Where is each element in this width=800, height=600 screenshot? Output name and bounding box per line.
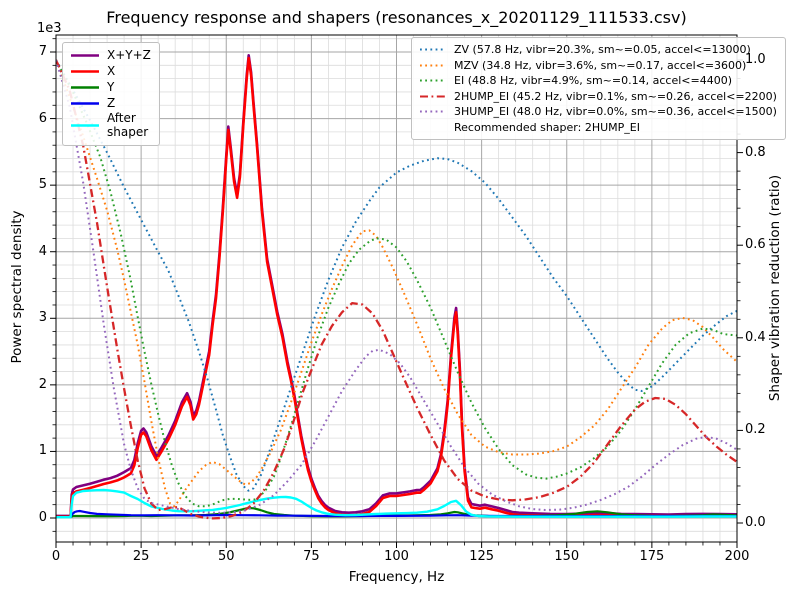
y-left-tick-label: 5: [38, 177, 47, 193]
x-tick-label: 25: [132, 549, 150, 564]
y-right-tick-label: 1.0: [745, 52, 766, 67]
y-left-tick-label: 0: [38, 510, 47, 525]
y-left-axis-label: Power spectral density: [9, 210, 25, 364]
legend-line-sample-solid: [71, 70, 99, 73]
psd-legend-item-2: Y: [70, 80, 151, 95]
shaper-legend-item-4: 3HUMP_EI (48.0 Hz, vibr=0.0%, sm~=0.36, …: [419, 104, 777, 120]
legend-line-sample-dotted: [420, 48, 446, 51]
series-x: [56, 56, 737, 518]
legend-line-sample-solid: [71, 54, 99, 57]
y-axis-scale-offset: 1e3: [37, 21, 62, 36]
series-mzv: [56, 59, 737, 508]
series-after-shaper: [56, 488, 737, 519]
x-tick-label: 125: [469, 549, 495, 564]
chart-title: Frequency response and shapers (resonanc…: [106, 8, 687, 27]
x-tick-label: 0: [51, 549, 61, 564]
shaper-legend-label: 3HUMP_EI (48.0 Hz, vibr=0.0%, sm~=0.36, …: [454, 105, 777, 119]
psd-legend-label: After shaper: [107, 111, 149, 139]
psd-legend-item-4: After shaper: [70, 111, 151, 140]
psd-legend-item-1: X: [70, 64, 151, 79]
shaper-legend-item-1: MZV (34.8 Hz, vibr=3.6%, sm~=0.17, accel…: [419, 58, 777, 74]
psd-legend-item-3: Z: [70, 96, 151, 111]
y-left-tick-label: 1: [38, 443, 47, 459]
legend-line-sample-dotted: [420, 110, 446, 113]
shaper-legend-item-0: ZV (57.8 Hz, vibr=20.3%, sm~=0.05, accel…: [419, 42, 777, 58]
series-2hump_ei: [56, 59, 737, 520]
shaper-legend: ZV (57.8 Hz, vibr=20.3%, sm~=0.05, accel…: [411, 37, 786, 140]
legend-line-sample-solid: [71, 86, 99, 89]
y-left-tick-label: 6: [38, 110, 47, 126]
shaper-legend-item-3: 2HUMP_EI (45.2 Hz, vibr=0.1%, sm~=0.26, …: [419, 89, 777, 105]
psd-legend-label: X+Y+Z: [107, 47, 151, 62]
psd-legend-label: Y: [107, 79, 115, 94]
legend-line-sample-solid: [71, 124, 99, 128]
legend-line-sample-dashdot: [420, 95, 446, 98]
y-left-tick-label: 3: [38, 310, 47, 326]
legend-line-sample-dotted: [420, 64, 446, 67]
shaper-legend-label: MZV (34.8 Hz, vibr=3.6%, sm~=0.17, accel…: [454, 58, 747, 72]
x-tick-label: 50: [217, 549, 235, 564]
psd-legend-label: X: [107, 63, 116, 78]
psd-legend: X+Y+Z X Y Z After shaper: [62, 42, 160, 146]
recommended-shaper-row: Recommended shaper: 2HUMP_EI: [419, 120, 777, 136]
x-axis-label: Frequency, Hz: [348, 569, 445, 585]
x-tick-label: 75: [303, 549, 320, 564]
shaper-legend-label: ZV (57.8 Hz, vibr=20.3%, sm~=0.05, accel…: [454, 43, 751, 57]
x-tick-label: 150: [554, 549, 580, 564]
recommended-shaper-note: Recommended shaper: 2HUMP_EI: [454, 120, 640, 134]
legend-line-sample-dotted: [420, 79, 446, 82]
shaper-legend-label: EI (48.8 Hz, vibr=4.9%, sm~=0.14, accel<…: [454, 74, 732, 88]
y-right-tick-label: 0.2: [745, 422, 766, 438]
y-right-tick-label: 0.6: [745, 237, 766, 253]
y-right-tick-label: 0.8: [745, 144, 766, 160]
shaper-legend-label: 2HUMP_EI (45.2 Hz, vibr=0.1%, sm~=0.26, …: [454, 89, 777, 103]
x-tick-label: 175: [639, 549, 665, 564]
y-left-tick-label: 7: [38, 44, 47, 59]
shaper-legend-item-2: EI (48.8 Hz, vibr=4.9%, sm~=0.14, accel<…: [419, 73, 777, 89]
y-left-tick-label: 4: [38, 243, 47, 259]
psd-legend-item-0: X+Y+Z: [70, 48, 151, 63]
psd-legend-label: Z: [107, 95, 116, 110]
y-right-tick-label: 0.4: [745, 329, 766, 345]
x-tick-label: 200: [724, 549, 750, 564]
x-tick-label: 100: [384, 549, 409, 564]
series-ei: [56, 59, 737, 508]
legend-line-sample-solid: [71, 102, 99, 105]
series-3hump_ei: [56, 59, 737, 514]
y-left-tick-label: 2: [38, 376, 47, 392]
y-right-axis-label: Shaper vibration reduction (ratio): [767, 174, 783, 402]
y-right-tick-label: 0.0: [745, 515, 766, 530]
